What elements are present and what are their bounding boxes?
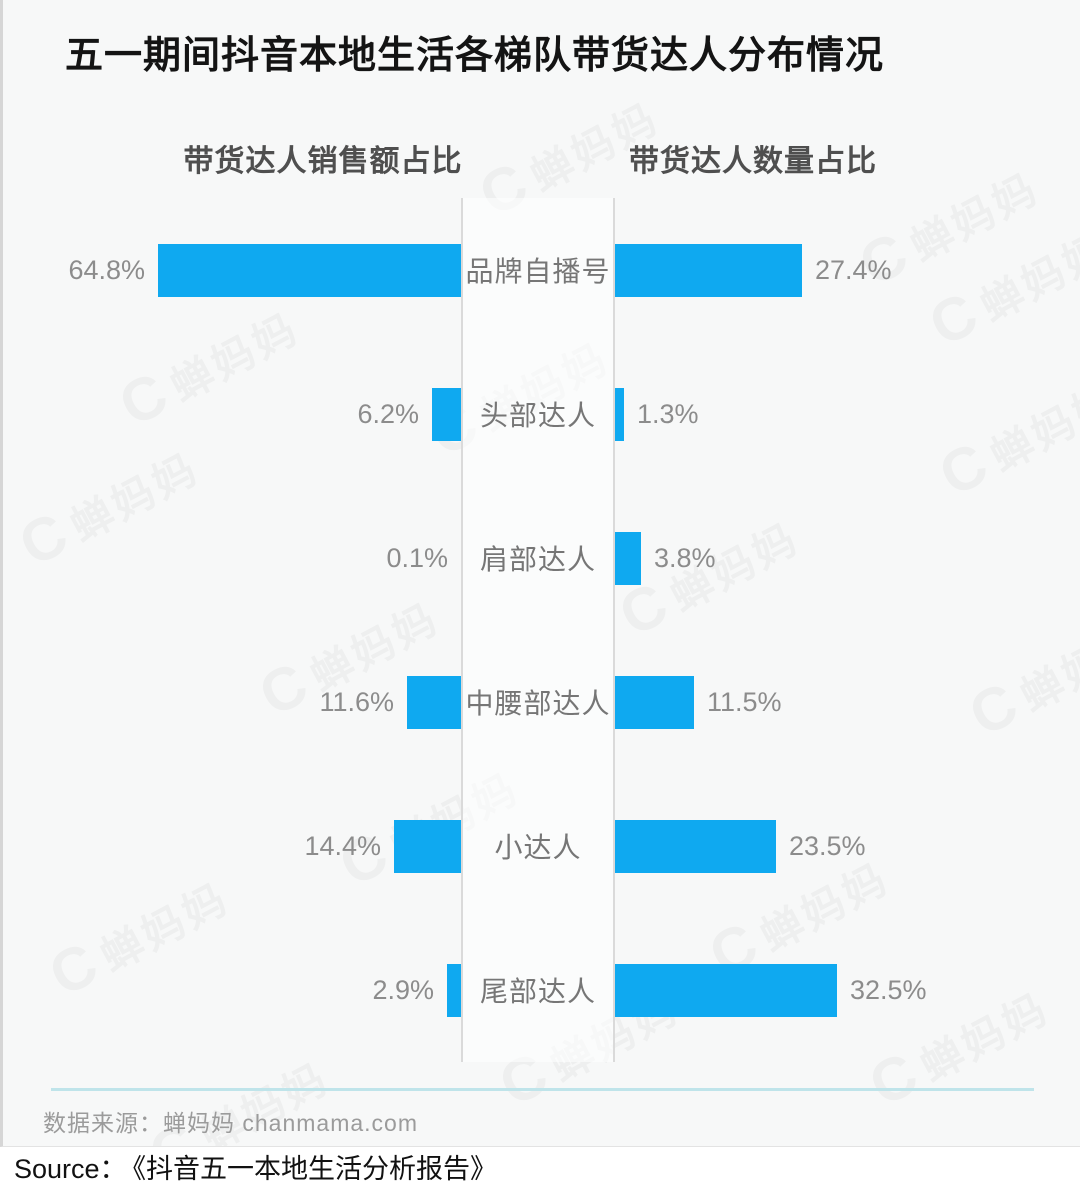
left-column-header: 带货达人销售额占比 [183,145,463,178]
chart-row: 0.1% 肩部达人 3.8% [3,486,1080,630]
left-value-label: 6.2% [357,398,419,429]
right-bar [615,243,802,297]
left-value-label: 11.6% [319,686,394,717]
footer-divider-line [51,1088,1034,1091]
chart-row: 11.6% 中腰部达人 11.5% [3,630,1080,774]
chart-rows: 64.8% 品牌自播号 27.4% 6.2% 头部达人 1.3% 0.1% 肩部达人 3.8% 1… [3,198,1080,1062]
right-bar-zone: 11.5% [615,630,1080,774]
right-value-label: 32.5% [850,974,927,1005]
right-bar-zone: 32.5% [615,918,1080,1062]
right-bar [615,675,694,729]
chart-card: C蝉妈妈C蝉妈妈C蝉妈妈C蝉妈妈C蝉妈妈C蝉妈妈C蝉妈妈C蝉妈妈C蝉妈妈C蝉妈妈… [0,0,1080,1147]
right-bar-zone: 27.4% [615,198,1080,342]
category-label: 肩部达人 [461,486,615,630]
right-bar-zone: 23.5% [615,774,1080,918]
left-bar [447,963,461,1017]
chart-row: 2.9% 尾部达人 32.5% [3,918,1080,1062]
left-bar [407,675,461,729]
chart-row: 14.4% 小达人 23.5% [3,774,1080,918]
left-bar [432,387,461,441]
right-value-label: 27.4% [815,254,892,285]
right-column-header: 带货达人数量占比 [629,145,877,178]
left-bar [158,243,461,297]
right-bar [615,963,837,1017]
left-bar-zone: 14.4% [3,774,461,918]
category-label: 头部达人 [461,342,615,486]
right-value-label: 3.8% [654,542,716,573]
chart-title: 五一期间抖音本地生活各梯队带货达人分布情况 [65,35,885,77]
right-bar [615,531,641,585]
source-report-title: 《抖音五一本地生活分析报告》 [132,1154,498,1184]
category-label: 尾部达人 [461,918,615,1062]
right-value-label: 11.5% [707,686,782,717]
bottom-strip: Source： 《抖音五一本地生活分析报告》 [0,1147,1080,1186]
right-bar [615,819,776,873]
left-value-label: 2.9% [372,974,434,1005]
left-bar-zone: 64.8% [3,198,461,342]
category-label: 小达人 [461,774,615,918]
category-label: 品牌自播号 [461,198,615,342]
right-bar-zone: 3.8% [615,486,1080,630]
right-value-label: 1.3% [637,398,699,429]
chart-row: 6.2% 头部达人 1.3% [3,342,1080,486]
source-prefix: Source： [14,1154,127,1184]
left-bar-zone: 0.1% [3,486,461,630]
left-value-label: 14.4% [304,830,381,861]
left-bar-zone: 11.6% [3,630,461,774]
left-bar-zone: 6.2% [3,342,461,486]
data-source-note: 数据来源：蝉妈妈 chanmama.com [43,1110,419,1136]
right-bar [615,387,624,441]
right-bar-zone: 1.3% [615,342,1080,486]
category-label: 中腰部达人 [461,630,615,774]
left-value-label: 0.1% [386,542,448,573]
left-bar [394,819,461,873]
left-value-label: 64.8% [68,254,145,285]
chart-row: 64.8% 品牌自播号 27.4% [3,198,1080,342]
source-line: Source： 《抖音五一本地生活分析报告》 [14,1147,497,1186]
left-bar-zone: 2.9% [3,918,461,1062]
right-value-label: 23.5% [789,830,866,861]
